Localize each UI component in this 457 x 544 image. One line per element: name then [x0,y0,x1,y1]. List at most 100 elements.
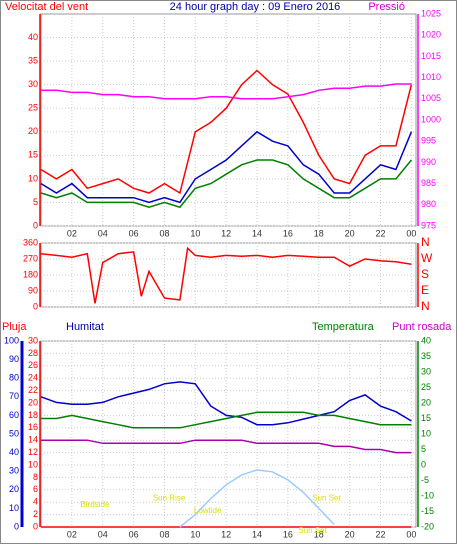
y3-tick-label: 28 [28,348,38,358]
y2-tick-label: N [421,235,430,249]
y2-tick-label: -5 [421,475,429,485]
x-tick-label: 16 [283,529,293,539]
y-tick-label: 20 [9,484,19,494]
y2-tick-label: 995 [421,136,436,146]
y-tick-label: 50 [9,428,19,438]
y2-tick-label: 1020 [421,30,441,40]
y-tick-label: 0 [14,521,19,531]
temp-label: Temperatura [312,321,375,333]
x-tick-label: 08 [159,228,169,238]
series-line [40,130,413,204]
y2-tick-label: 40 [421,335,431,345]
y3-tick-label: 12 [28,447,38,457]
y3-tick-label: 22 [28,385,38,395]
y2-tick-label: 25 [421,382,431,392]
x-tick-label: 14 [252,228,262,238]
y-tick-label: 5 [33,197,38,207]
y-tick-label: 15 [28,150,38,160]
y-tick-label: 80 [9,373,19,383]
y2-tick-label: 1015 [421,51,441,61]
y3-tick-label: 2 [33,509,38,519]
x-tick-label: 06 [129,228,139,238]
title: 24 hour graph day : 09 Enero 2016 [170,1,341,13]
x-tick-label: 02 [67,228,77,238]
y2-tick-label: S [421,267,429,281]
y-tick-label: 60 [9,410,19,420]
y-tick-label: 10 [28,173,38,183]
x-tick-label: 16 [283,228,293,238]
y2-tick-label: E [421,283,429,297]
y2-tick-label: 985 [421,178,436,188]
y-tick-label: 100 [4,335,19,345]
x-tick-label: 08 [159,529,169,539]
plot-area [40,13,417,227]
y3-tick-label: 18 [28,410,38,420]
series-line [41,439,412,454]
y2-tick-label: -20 [421,521,434,531]
y-tick-label: 35 [28,55,38,65]
series-line [40,246,412,304]
y2-tick-label: 20 [421,397,431,407]
x-tick-label: 22 [375,228,385,238]
annotation: Birdside [81,500,110,509]
y2-tick-label: 1010 [421,72,441,82]
y-tick-label: 90 [9,354,19,364]
y-tick-label: 360 [23,237,38,247]
annotation: Sun Set [298,526,327,535]
y2-tick-label: -10 [421,490,434,500]
y2-tick-label: 10 [421,428,431,438]
y3-tick-label: 4 [33,497,38,507]
y3-tick-label: 14 [28,435,38,445]
series-line [40,381,412,426]
y2-tick-label: 5 [421,444,426,454]
x-tick-label: 12 [221,228,231,238]
series-line [41,83,412,100]
y3-tick-label: 10 [28,459,38,469]
x-tick-label: 10 [190,529,200,539]
y2-tick-label: 0 [421,459,426,469]
pressure-label: Pressió [368,1,405,13]
y3-tick-label: 0 [33,521,38,531]
x-tick-label: 18 [314,529,324,539]
x-tick-label: 04 [98,228,108,238]
x-tick-label: 20 [345,228,355,238]
x-tick-label: 10 [190,228,200,238]
series-line [40,159,412,209]
wind-label: Velocitat del vent [5,1,88,13]
y2-tick-label: N [421,299,430,313]
x-tick-label: 00 [406,529,416,539]
y-tick-label: 270 [23,253,38,263]
y-tick-label: 90 [28,285,38,295]
y-tick-label: 30 [28,79,38,89]
y-tick-label: 40 [9,447,19,457]
y-tick-label: 30 [9,466,19,476]
annotation: Sun Set [312,494,341,503]
y3-tick-label: 16 [28,422,38,432]
x-tick-label: 06 [129,529,139,539]
rain-label: Pluja [2,321,27,333]
x-tick-label: 00 [406,228,416,238]
y2-tick-label: 30 [421,366,431,376]
y-tick-label: 10 [9,503,19,513]
humidity-label: Humitat [66,321,104,333]
y-tick-label: 70 [9,391,19,401]
y3-tick-label: 26 [28,360,38,370]
y2-tick-label: 1025 [421,8,441,18]
y2-tick-label: 975 [421,220,436,230]
y2-tick-label: 1005 [421,93,441,103]
annotation: Lowtide [194,506,222,515]
x-tick-label: 20 [345,529,355,539]
y3-tick-label: 30 [28,335,38,345]
y2-tick-label: 1000 [421,114,441,124]
y-tick-label: 40 [28,32,38,42]
y2-tick-label: 980 [421,199,436,209]
plot-area [40,340,417,528]
x-tick-label: 18 [314,228,324,238]
x-tick-label: 12 [221,529,231,539]
y2-tick-label: 15 [421,413,431,423]
series-line [179,469,335,528]
y-tick-label: 0 [33,301,38,311]
x-tick-label: 02 [67,529,77,539]
y-tick-label: 25 [28,103,38,113]
